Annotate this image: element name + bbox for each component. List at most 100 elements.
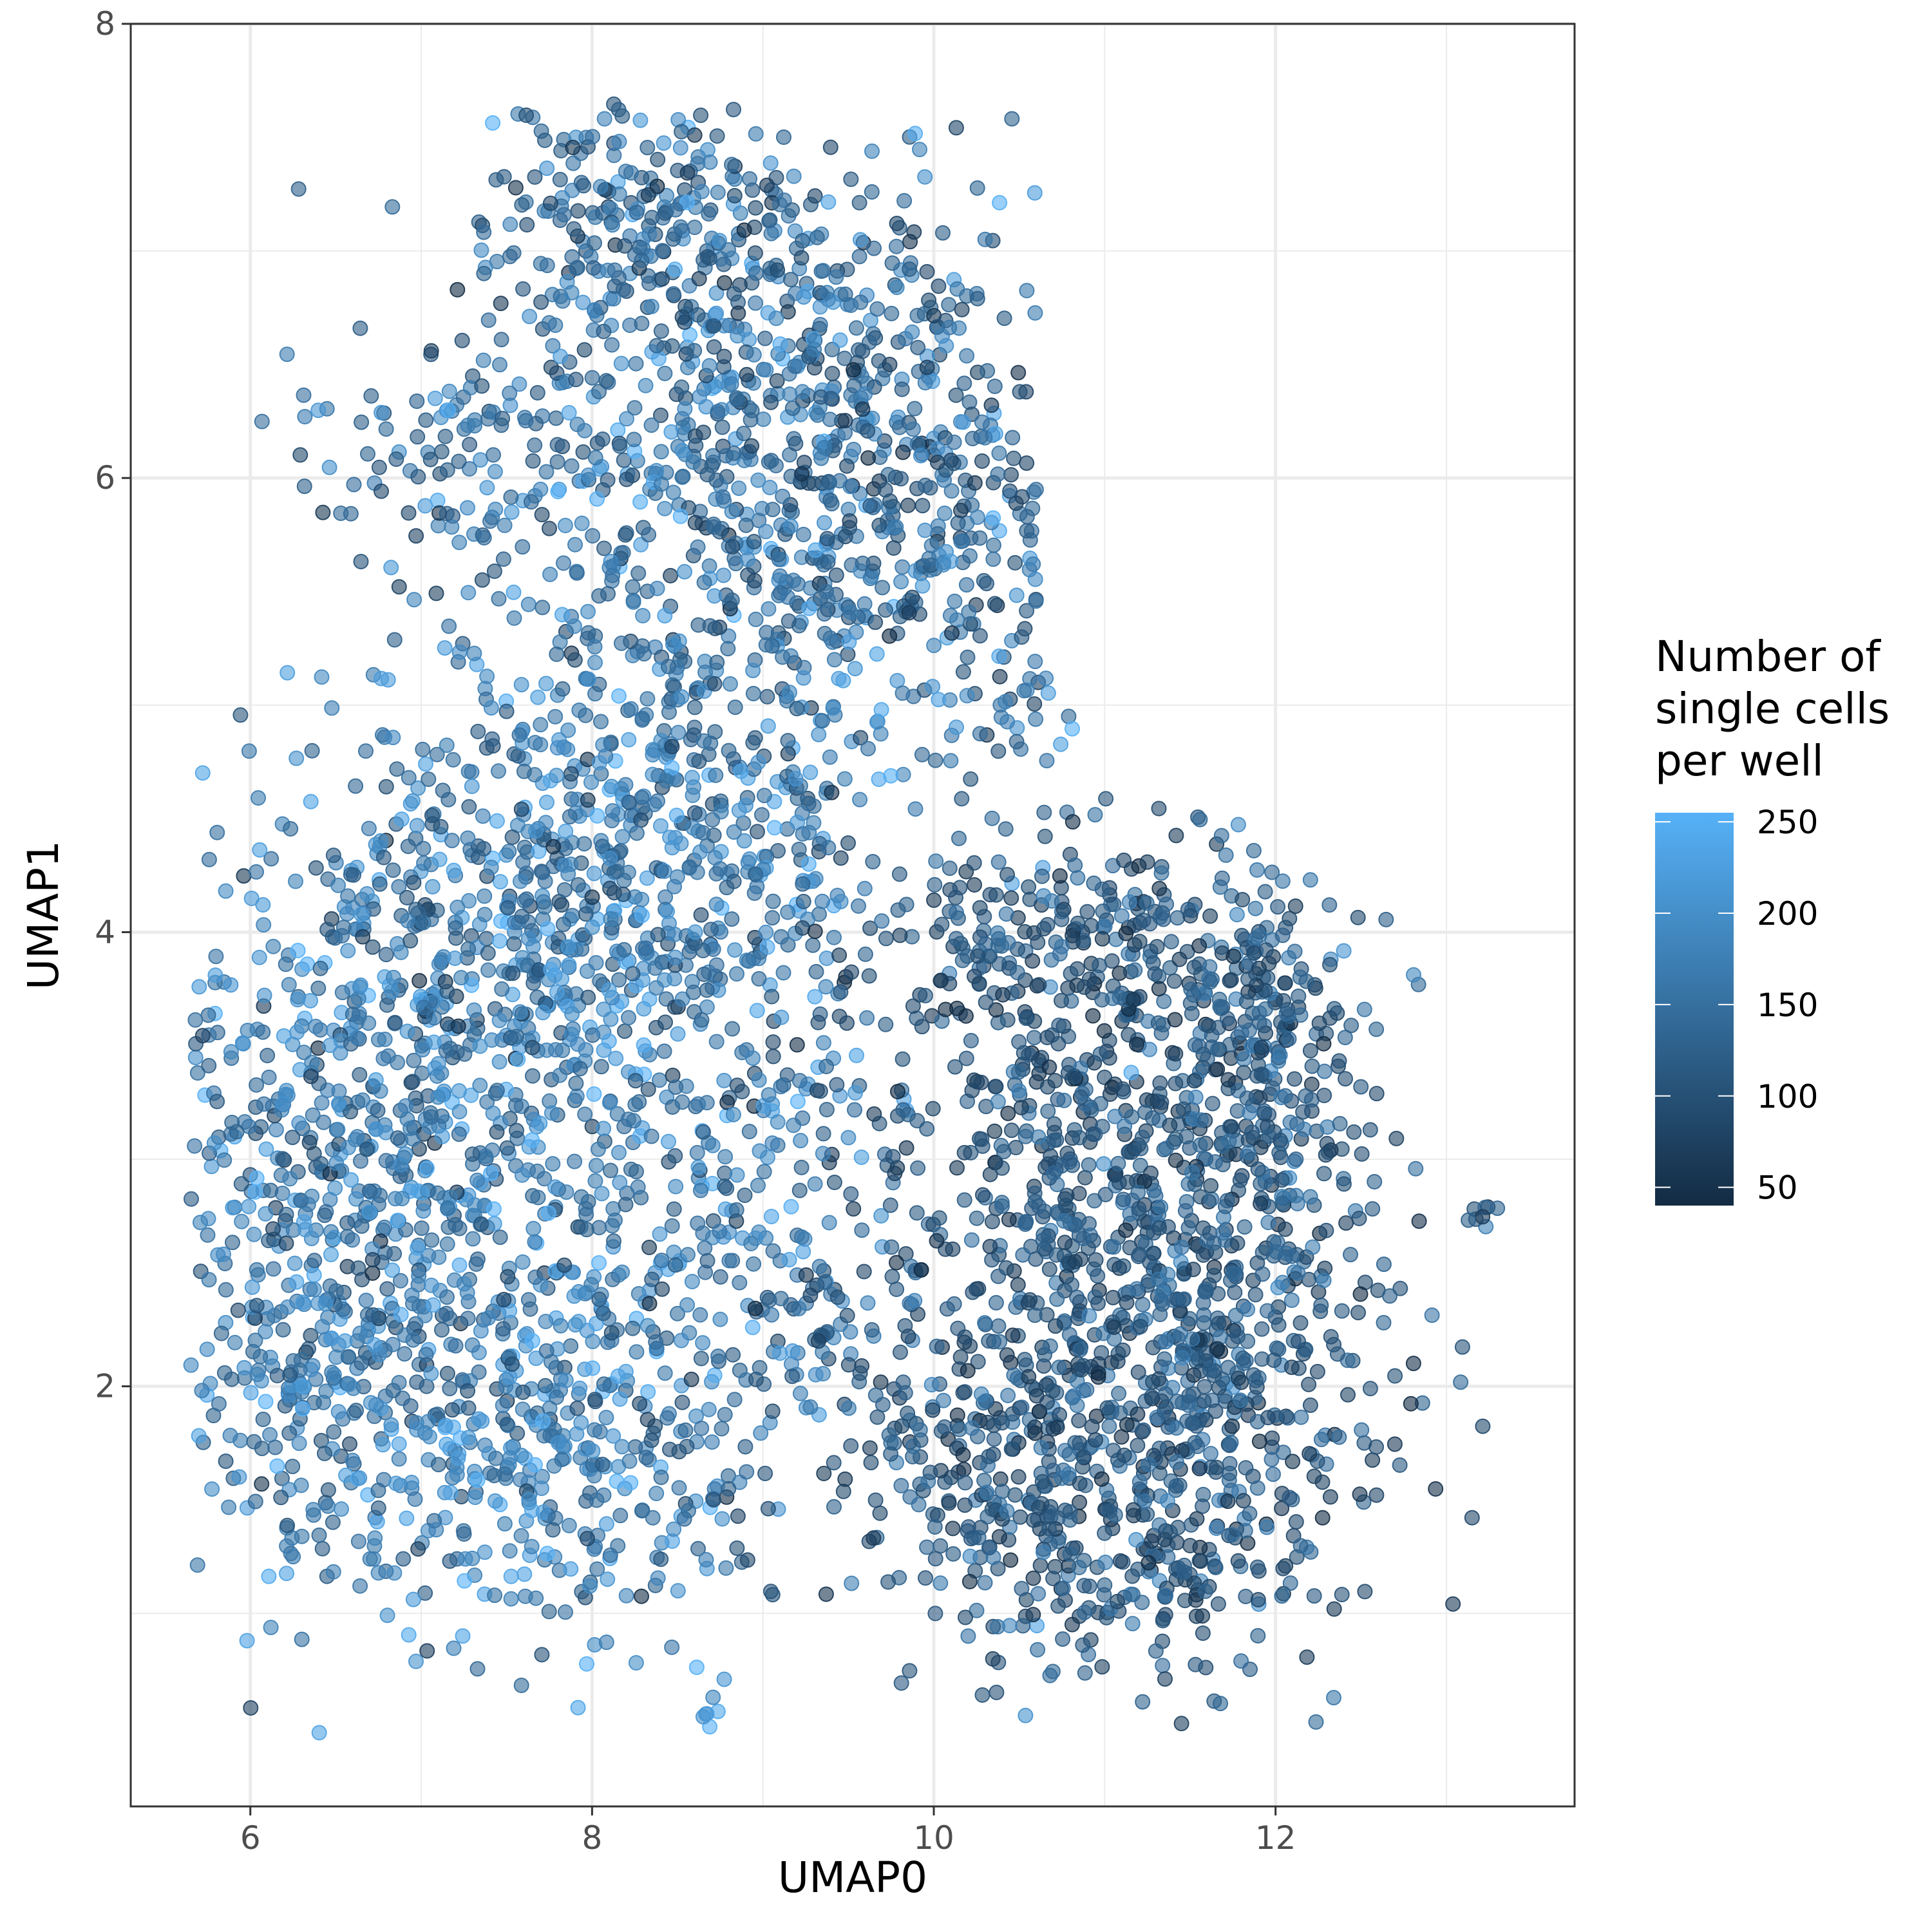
scatter-point [475, 808, 491, 824]
scatter-point [527, 1234, 543, 1250]
scatter-point [744, 1320, 761, 1336]
scatter-point [1192, 1137, 1208, 1153]
scatter-point [1280, 1410, 1296, 1426]
scatter-point [236, 1359, 252, 1376]
scatter-point [617, 1023, 632, 1039]
scatter-point [685, 984, 701, 1000]
scatter-point [358, 1293, 374, 1309]
scatter-point [578, 707, 594, 723]
scatter-point [600, 472, 616, 488]
scatter-point [308, 860, 324, 876]
scatter-point [367, 1530, 383, 1546]
scatter-point [1403, 1396, 1419, 1412]
scatter-point [638, 377, 654, 393]
scatter-point [335, 1301, 351, 1317]
scatter-point [415, 741, 431, 757]
scatter-point [730, 305, 746, 321]
scatter-point [1211, 991, 1227, 1007]
scatter-point [826, 1455, 842, 1471]
scatter-point [296, 478, 312, 495]
scatter-point [1302, 1043, 1318, 1059]
scatter-point [1000, 1105, 1016, 1121]
scatter-point [439, 1236, 455, 1252]
scatter-point [251, 949, 267, 965]
scatter-point [963, 1232, 980, 1248]
scatter-point [569, 260, 585, 276]
scatter-point [649, 462, 665, 478]
scatter-point [919, 359, 935, 375]
scatter-point [339, 1229, 355, 1245]
scatter-point [502, 385, 518, 401]
scatter-point [809, 229, 825, 245]
scatter-point [1042, 1338, 1058, 1354]
scatter-point [1362, 1381, 1378, 1397]
scatter-point [1162, 1117, 1178, 1133]
scatter-point [1223, 1050, 1239, 1066]
scatter-point [1018, 1128, 1034, 1144]
scatter-point [512, 1004, 528, 1020]
scatter-point [1406, 967, 1421, 983]
scatter-point [510, 748, 526, 764]
scatter-point [339, 1215, 355, 1231]
scatter-point [677, 1422, 694, 1438]
scatter-point [321, 459, 337, 475]
scatter-point [795, 1244, 811, 1260]
scatter-point [358, 743, 374, 759]
scatter-point [859, 1010, 875, 1026]
scatter-point [1314, 1474, 1331, 1490]
scatter-point [568, 372, 584, 388]
scatter-point [549, 1389, 564, 1405]
scatter-point [486, 447, 501, 463]
scatter-point [640, 187, 656, 203]
scatter-point [677, 182, 693, 198]
scatter-point [187, 1012, 204, 1028]
scatter-point [782, 272, 799, 288]
scatter-point [917, 169, 933, 185]
scatter-point [314, 1095, 330, 1111]
scatter-point [634, 907, 650, 923]
scatter-point [1365, 1452, 1381, 1468]
scatter-point [815, 1126, 831, 1142]
scatter-point [822, 749, 838, 765]
scatter-point [518, 107, 535, 123]
scatter-point [311, 1725, 327, 1741]
scatter-point [575, 444, 591, 460]
scatter-point [680, 359, 696, 375]
scatter-point [618, 777, 634, 793]
scatter-point [211, 1396, 227, 1412]
scatter-point [1043, 1148, 1059, 1164]
scatter-point [1185, 1262, 1201, 1278]
scatter-point [423, 1277, 439, 1293]
scatter-point [1085, 1008, 1101, 1024]
scatter-point [549, 984, 565, 1000]
scatter-point [213, 1325, 229, 1341]
scatter-point [527, 1457, 543, 1473]
scatter-point [605, 558, 621, 574]
scatter-point [444, 519, 460, 535]
scatter-point [643, 417, 659, 433]
scatter-point [707, 850, 723, 866]
scatter-point [661, 659, 676, 674]
scatter-point [1110, 1155, 1126, 1171]
scatter-point [1202, 1362, 1218, 1378]
scatter-point [476, 840, 492, 857]
scatter-point [1130, 1406, 1146, 1422]
scatter-point [584, 370, 600, 386]
scatter-point [761, 601, 777, 617]
scatter-point [875, 580, 891, 596]
scatter-point [534, 1647, 550, 1663]
scatter-point [1230, 817, 1246, 833]
scatter-point [860, 1295, 876, 1311]
scatter-point [917, 522, 933, 538]
scatter-point [450, 1450, 466, 1466]
scatter-point [1071, 1412, 1087, 1428]
scatter-point [1274, 1195, 1291, 1211]
scatter-point [282, 1367, 298, 1383]
scatter-point [263, 1182, 279, 1198]
scatter-point [837, 413, 853, 429]
scatter-point [957, 1497, 973, 1513]
scatter-point [483, 700, 499, 716]
scatter-point [446, 1272, 462, 1288]
scatter-point [618, 1197, 634, 1213]
scatter-point [551, 1435, 567, 1451]
